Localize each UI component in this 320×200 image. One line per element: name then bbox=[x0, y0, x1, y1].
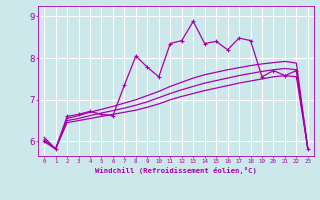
X-axis label: Windchill (Refroidissement éolien,°C): Windchill (Refroidissement éolien,°C) bbox=[95, 167, 257, 174]
